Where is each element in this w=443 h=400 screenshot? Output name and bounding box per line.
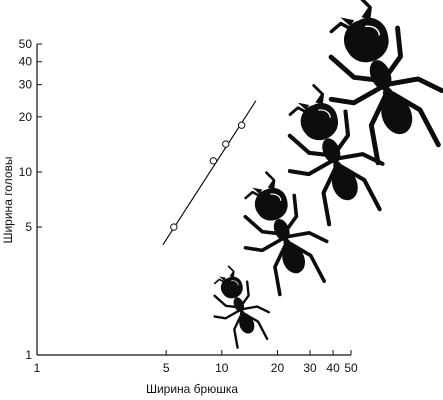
- y-tick-label: 20: [19, 110, 33, 124]
- data-point: [222, 140, 230, 148]
- x-tick-label: 10: [215, 361, 229, 375]
- x-tick-label: 40: [326, 361, 340, 375]
- data-point: [209, 157, 218, 165]
- y-tick-label: 30: [19, 78, 33, 92]
- y-axis-title: Ширина головы: [1, 156, 15, 243]
- y-tick-label: 10: [19, 165, 33, 179]
- x-tick-label: 50: [344, 361, 358, 375]
- data-point: [237, 121, 246, 129]
- data-point: [170, 223, 178, 231]
- x-axis-ticks: 1 5 10 20 30 40 50: [34, 350, 358, 375]
- x-tick-label: 20: [271, 361, 285, 375]
- y-tick-label: 5: [25, 220, 32, 234]
- x-tick-label: 30: [303, 361, 317, 375]
- x-axis-title: Ширина брюшка: [146, 382, 238, 396]
- x-tick-label: 1: [34, 361, 41, 375]
- y-tick-label: 1: [25, 348, 32, 362]
- x-tick-label: 5: [163, 361, 170, 375]
- y-tick-label: 40: [19, 55, 33, 69]
- y-tick-label: 50: [19, 37, 33, 51]
- ant-small-icon: [197, 257, 280, 356]
- ant-largest-icon: [300, 0, 443, 176]
- data-points: [170, 121, 246, 231]
- y-axis-ticks: 1 5 10 20 30 40 50: [19, 37, 42, 362]
